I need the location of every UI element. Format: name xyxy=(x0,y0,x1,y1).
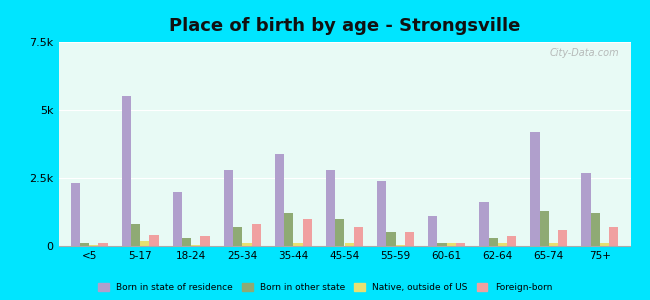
Bar xyxy=(530,132,540,246)
Bar xyxy=(275,154,284,246)
Bar xyxy=(558,230,567,246)
Bar xyxy=(233,227,242,246)
Bar xyxy=(326,170,335,246)
Bar xyxy=(303,219,312,246)
Bar xyxy=(131,224,140,246)
Bar xyxy=(122,96,131,246)
Bar xyxy=(447,243,456,246)
Bar xyxy=(284,213,293,246)
Bar xyxy=(582,172,591,246)
Bar xyxy=(498,243,507,246)
Bar xyxy=(549,243,558,246)
Bar xyxy=(98,243,107,246)
Bar xyxy=(173,192,182,246)
Bar xyxy=(89,244,98,246)
Bar xyxy=(540,211,549,246)
Bar xyxy=(489,238,498,246)
Bar xyxy=(191,244,200,246)
Bar xyxy=(71,183,80,246)
Legend: Born in state of residence, Born in other state, Native, outside of US, Foreign-: Born in state of residence, Born in othe… xyxy=(94,279,556,296)
Bar xyxy=(224,170,233,246)
Bar xyxy=(437,243,447,246)
Bar xyxy=(242,243,252,246)
Bar xyxy=(344,243,354,246)
Bar xyxy=(428,216,437,246)
Bar xyxy=(405,232,414,246)
Bar xyxy=(354,227,363,246)
Bar xyxy=(200,236,210,246)
Bar xyxy=(140,241,150,246)
Bar xyxy=(252,224,261,246)
Bar xyxy=(479,202,489,246)
Bar xyxy=(396,244,405,246)
Title: Place of birth by age - Strongsville: Place of birth by age - Strongsville xyxy=(169,17,520,35)
Bar xyxy=(456,243,465,246)
Bar xyxy=(600,243,609,246)
Text: City-Data.com: City-Data.com xyxy=(549,48,619,58)
Bar xyxy=(609,227,618,246)
Bar xyxy=(507,236,516,246)
Bar xyxy=(293,243,303,246)
Bar xyxy=(335,219,345,246)
Bar xyxy=(591,213,600,246)
Bar xyxy=(182,238,191,246)
Bar xyxy=(386,232,396,246)
Bar xyxy=(80,243,89,246)
Bar xyxy=(150,235,159,246)
Bar xyxy=(377,181,386,246)
